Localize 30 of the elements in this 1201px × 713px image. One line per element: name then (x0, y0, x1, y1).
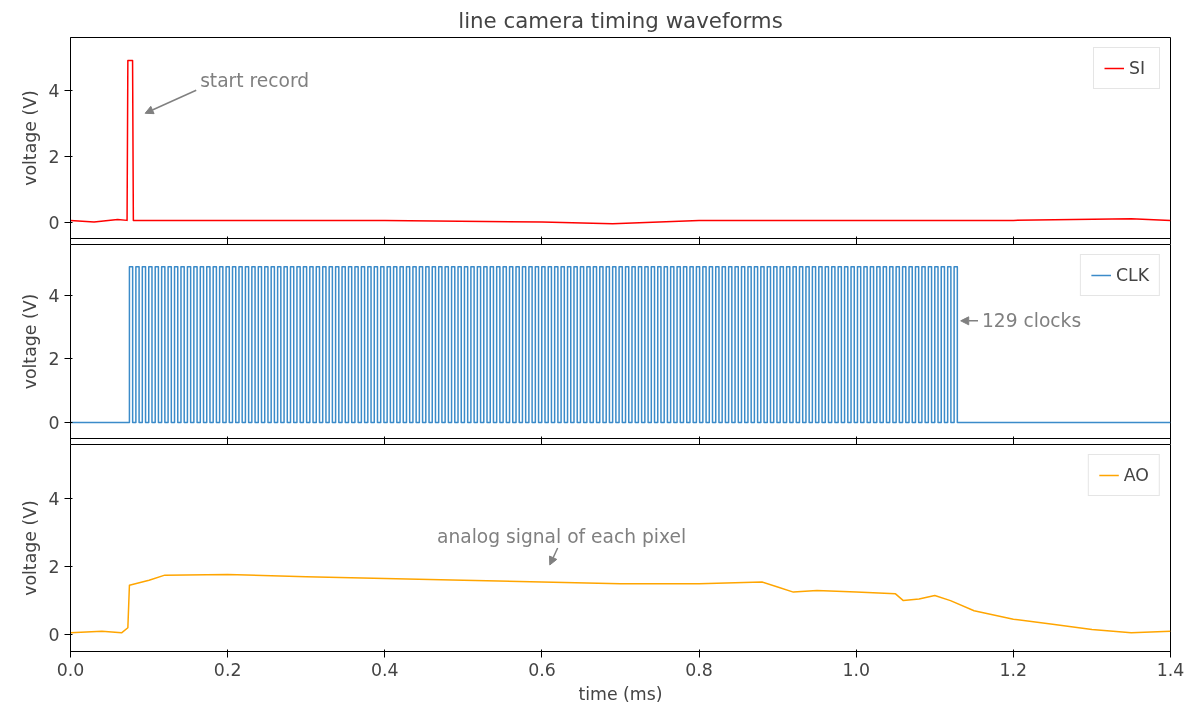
x-tick-label: 0.0 (56, 659, 85, 680)
y-tick-label: 2 (48, 146, 60, 167)
x-tick-label: 0.4 (371, 659, 399, 680)
y-tick-label: 2 (48, 557, 60, 578)
x-tick-label: 0.6 (528, 659, 556, 680)
y-tick-label: 4 (48, 80, 60, 101)
x-tick-label: 1.0 (842, 659, 870, 680)
legend-label: SI (1129, 58, 1147, 78)
y-tick-label: 0 (48, 212, 60, 233)
y-tick-label: 4 (48, 489, 60, 510)
y-tick-label: 0 (48, 625, 60, 646)
x-tick-label: 1.2 (999, 659, 1028, 680)
chart-title: line camera timing waveforms (458, 7, 783, 33)
x-tick-label: 1.4 (1156, 659, 1185, 680)
x-axis-title: time (ms) (578, 683, 663, 704)
y-axis-title: voltage (V) (20, 500, 41, 596)
y-tick-label: 0 (48, 413, 60, 434)
y-axis-title: voltage (V) (20, 293, 41, 390)
annotation: start record (200, 69, 310, 91)
legend-label: CLK (1115, 265, 1149, 285)
line-series (70, 573, 1171, 634)
y-tick-label: 2 (48, 349, 60, 370)
x-tick-label: 0.8 (685, 659, 713, 680)
y-tick-label: 4 (48, 285, 60, 306)
legend-label: AO (1123, 465, 1149, 485)
line-series (70, 59, 1171, 225)
annotation: 129 clocks (981, 310, 1082, 332)
annotation: analog signal of each pixel (436, 525, 687, 547)
x-tick-label: 0.2 (213, 659, 242, 680)
y-axis-title: voltage (V) (20, 90, 41, 186)
